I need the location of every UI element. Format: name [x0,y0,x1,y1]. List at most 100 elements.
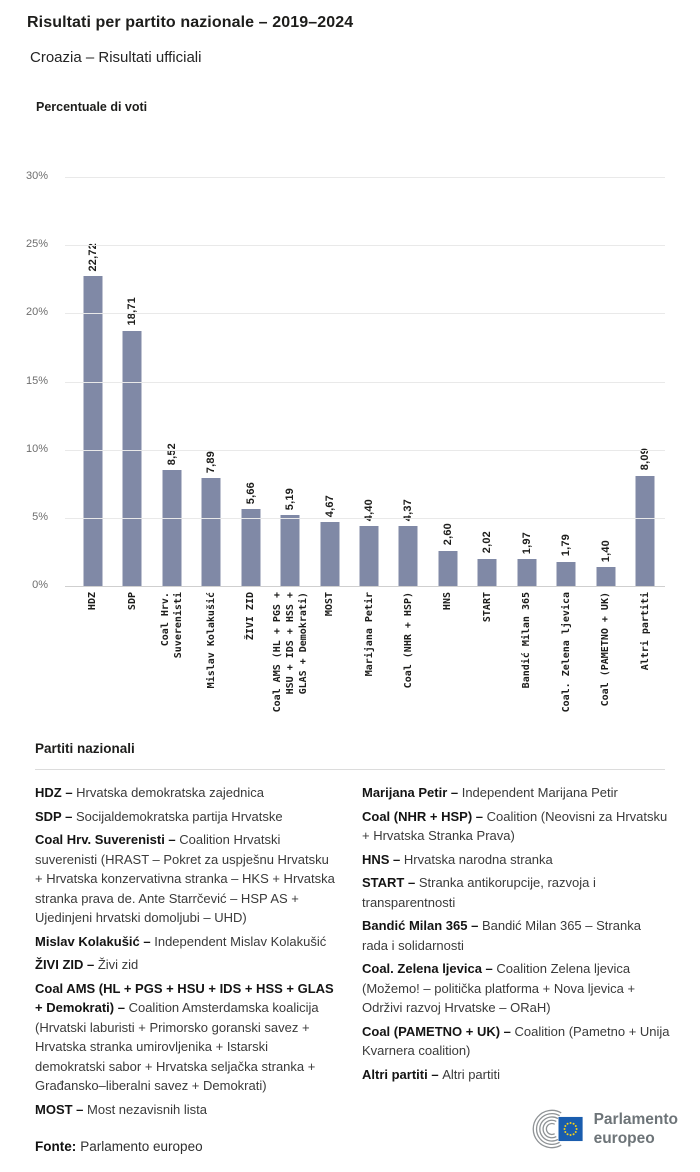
bar [556,561,576,586]
legend-term: Bandić Milan 365 – [362,918,482,933]
bar [122,330,142,586]
x-category-label: Coal (NHR + HSP) [402,592,414,689]
bar [162,469,182,586]
legend-term: Coal (NHR + HSP) – [362,808,487,824]
bar-value-wrap: 8,09 [626,448,665,470]
bar-slot: 4,37 [389,177,428,586]
legend-entry: ŽIVI ZID – Živi zid [35,955,335,975]
source-note: Fonte: Parlamento europeo [35,1139,203,1154]
legend-description: Socijaldemokratska partija Hrvatske [75,808,283,824]
y-tick-label: 25% [25,238,48,250]
legend-term: ŽIVI ZID – [35,957,98,972]
legend-heading: Partiti nazionali [35,741,135,756]
bar-slot: 8,52 [152,177,191,586]
page-title: Risultati per partito nazionale – 2019–2… [27,14,354,31]
legend-divider [35,769,665,770]
y-tick-label: 15% [25,375,48,387]
legend-entry: Mislav Kolakušić – Independent Mislav Ko… [35,932,335,952]
bar-chart-plot-area: 22,72 18,71 8,52 7,89 5,66 5,19 4,67 4,40 4,37 2,… [65,177,665,587]
gridline-10% [65,450,665,451]
bar-slot: 1,40 [586,177,625,586]
bar [83,276,103,586]
bar-value-wrap: 1,40 [586,540,625,562]
bar [320,522,340,586]
x-label-slot: Bandić Milan 365 [507,592,546,740]
bar [359,526,379,586]
bar-slot: 1,97 [507,177,546,586]
bar-value-label: 22,72 [86,242,99,272]
bar-value-wrap: 8,52 [152,443,191,465]
bar-slot: 2,02 [468,177,507,586]
gridline-0% [65,586,665,587]
x-category-label: Coal (PAMETNO + UK) [600,592,612,707]
x-label-slot: Coal (PAMETNO + UK) [586,592,625,740]
x-label-slot: Mislav Kolakušić [191,592,230,740]
bar-value-label: 7,89 [205,451,218,474]
x-label-slot: Coal AMS (HL + PGS + HSU + IDS + HSS + G… [270,592,309,740]
legend-term: Altri partiti – [362,1066,443,1082]
bars-container: 22,72 18,71 8,52 7,89 5,66 5,19 4,67 4,40 4,37 2,… [73,177,665,586]
x-category-label: SDP [126,592,138,611]
legend-term: HDZ – [35,785,77,800]
x-category-label: ŽIVI ZID [245,592,257,641]
legend-term: HNS – [362,851,404,867]
bar-value-wrap: 18,71 [112,297,151,326]
x-category-label: START [481,592,493,623]
bar-value-label: 4,67 [323,495,336,518]
y-axis-ticks: 30% 25% 20% 15% 10% 5% 0% [0,170,56,591]
legend-entry: Coal Hrv. Suverenisti – Coalition Hrvats… [35,830,335,928]
legend-term: MOST – [35,1101,88,1117]
gridline-25% [65,245,665,246]
bar [201,478,221,586]
legend-description: Bandić Milan 365 – Stranka rada i solida… [362,918,641,953]
page-subtitle: Croazia – Risultati ufficiali [30,49,202,66]
x-label-slot: Altri partiti [626,592,665,740]
gridline-15% [65,382,665,383]
legend-entry: Coal (NHR + HSP) – Coalition (Neovisni z… [362,807,670,846]
y-tick-label: 0% [32,579,48,591]
x-category-label: Marijana Petir [363,592,375,677]
legend-description: Coalition (Neovisni za Hrvatsku + Hrvats… [362,808,668,844]
bar-value-wrap: 2,60 [428,523,467,545]
legend-column-right: Marijana Petir – Independent Marijana Pe… [362,783,670,1088]
bar-slot: 2,60 [428,177,467,586]
bar-slot: 8,09 [626,177,665,586]
legend-entry: Coal. Zelena ljevica – Coalition Zelena … [362,959,670,1018]
legend-term: Marijana Petir – [362,785,462,800]
gridline-5% [65,518,665,519]
ep-logo-line1: Parlamento [593,1111,678,1128]
bar [438,550,458,586]
bar-value-label: 1,40 [599,539,612,562]
legend-entry: MOST – Most nezavisnih lista [35,1100,335,1120]
legend-term: Coal Hrv. Suverenisti – [35,832,180,847]
x-category-label: Altri partiti [639,592,651,671]
x-category-label: Coal. Zelena ljevica [560,592,572,713]
x-category-label: Coal AMS (HL + PGS + HSU + IDS + HSS + G… [271,592,309,713]
legend-description: Hrvatska narodna stranka [403,851,553,867]
bar [280,515,300,586]
legend-entry: Coal AMS (HL + PGS + HSU + IDS + HSS + G… [35,979,335,1096]
bar-value-label: 5,19 [284,487,297,511]
x-category-label: MOST [324,592,336,617]
ep-logo-line2: europeo [593,1130,655,1147]
bar [241,508,261,586]
bar-value-label: 5,66 [244,481,257,504]
x-category-label: Bandić Milan 365 [521,592,533,689]
bar-value-wrap: 5,19 [270,488,309,510]
bar-value-wrap: 1,97 [507,532,546,554]
gridline-30% [65,177,665,178]
legend-entry: Bandić Milan 365 – Bandić Milan 365 – St… [362,916,670,955]
x-label-slot: Coal. Zelena ljevica [547,592,586,740]
bar-value-label: 2,60 [441,523,454,546]
bar-slot: 4,67 [310,177,349,586]
legend-entry: Altri partiti – Altri partiti [362,1065,670,1085]
legend-entry: Coal (PAMETNO + UK) – Coalition (Pametno… [362,1022,670,1061]
ep-logo-text: Parlamento europeo [594,1110,678,1148]
bar-value-wrap: 7,89 [191,451,230,473]
bar-value-wrap: 22,72 [73,243,112,272]
legend-entry: SDP – Socijaldemokratska partija Hrvatsk… [35,807,335,827]
legend-entry: HNS – Hrvatska narodna stranka [362,850,670,870]
legend-term: Mislav Kolakušić – [35,933,155,949]
bar-value-label: 8,09 [639,448,652,471]
